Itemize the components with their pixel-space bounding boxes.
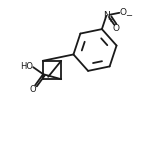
Text: O: O (113, 24, 120, 33)
Text: N: N (103, 11, 110, 20)
Text: −: − (125, 11, 132, 20)
Text: O: O (120, 8, 127, 17)
Text: O: O (30, 85, 36, 94)
Text: +: + (107, 17, 113, 23)
Text: HO: HO (20, 62, 33, 71)
